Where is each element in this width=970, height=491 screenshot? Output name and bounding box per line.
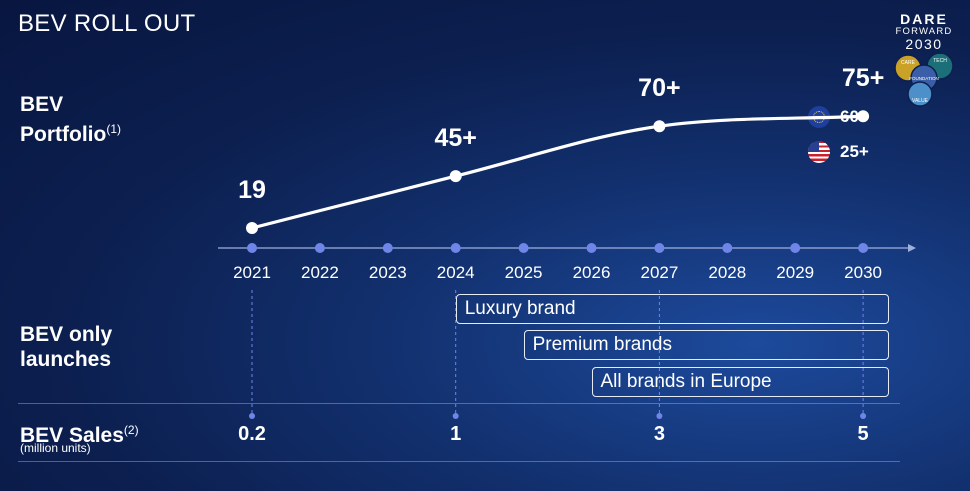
badge-tech: TECH — [933, 58, 947, 64]
sales-guide-dot — [249, 413, 255, 419]
x-tick-label: 2027 — [640, 263, 678, 282]
portfolio-series — [246, 110, 870, 234]
point-value-label: 45+ — [434, 124, 477, 153]
portfolio-line — [250, 114, 865, 230]
launches-label: BEV only launches — [20, 322, 112, 372]
x-tick-label: 2029 — [776, 263, 814, 282]
point-value-label: 75+ — [841, 64, 885, 93]
sales-divider-bottom — [18, 461, 900, 462]
legend-us: 25+ — [808, 141, 869, 163]
launch-bar: Luxury brand — [455, 294, 890, 324]
us-flag-icon — [808, 141, 830, 163]
portfolio-point — [653, 120, 666, 133]
sales-value-label: 5 — [857, 423, 869, 445]
axis-year-dot — [790, 243, 801, 253]
page-title: BEV ROLL OUT — [18, 10, 196, 37]
sales-label: BEV Sales(2) — [20, 418, 139, 448]
portfolio-label-line2: Portfolio — [20, 123, 107, 146]
sales-guide-dot — [860, 413, 867, 419]
timeline-axis: 2021 2022 2023 2024 2025 2026 2027 2028 2029 2030 — [218, 243, 916, 282]
sales-guide-dot — [656, 413, 663, 419]
axis-year-dot — [382, 243, 393, 253]
x-tick-label: 2025 — [505, 263, 543, 282]
portfolio-point — [246, 222, 258, 234]
launch-bar: All brands in Europe — [591, 367, 890, 397]
badge-care: CARE — [901, 60, 916, 66]
x-tick-label: 2026 — [573, 263, 611, 282]
sales-label-text: BEV Sales — [20, 424, 124, 447]
axis-year-dot — [654, 243, 665, 253]
sales-value-label: 3 — [653, 423, 665, 445]
legend-us-value: 25+ — [840, 142, 869, 161]
portfolio-point — [857, 110, 870, 123]
axis-year-dot — [518, 243, 529, 253]
point-value-label: 19 — [238, 176, 266, 204]
portfolio-label: BEV Portfolio(1) — [20, 92, 121, 147]
x-tick-label: 2021 — [233, 263, 271, 282]
logo-badges-icon: CARE TECH FOUNDATION VALUE — [894, 54, 954, 107]
axis-year-dot — [247, 243, 257, 253]
launch-bar: Premium brands — [523, 330, 890, 360]
portfolio-point — [449, 170, 462, 183]
logo-line-2: FORWARD — [895, 26, 953, 37]
logo-line-3: 2030 — [905, 36, 943, 52]
axis-year-dot — [722, 243, 733, 253]
axis-year-dot — [314, 243, 325, 253]
point-value-label: 70+ — [638, 74, 681, 103]
x-axis-arrow-icon — [908, 244, 916, 252]
launches-label-line2: launches — [20, 348, 112, 371]
badge-foundation: FOUNDATION — [909, 76, 938, 81]
axis-year-dot — [450, 243, 461, 253]
x-tick-label: 2022 — [301, 263, 339, 282]
x-tick-label: 2028 — [708, 263, 746, 282]
sales-guide-dot — [452, 413, 459, 419]
sales-value-label: 1 — [450, 423, 462, 445]
dare-forward-logo: DARE FORWARD 2030 CARE TECH FOUNDATION V… — [893, 12, 955, 108]
logo-line-1: DARE — [900, 11, 948, 27]
sales-footnote: (2) — [123, 423, 139, 437]
badge-value: VALUE — [912, 98, 929, 104]
axis-year-dot — [858, 243, 869, 253]
launches-label-line1: BEV only — [20, 323, 113, 346]
portfolio-footnote: (1) — [106, 122, 121, 136]
x-tick-label: 2024 — [437, 263, 475, 282]
x-tick-label: 2030 — [844, 263, 882, 282]
axis-year-dot — [586, 243, 597, 253]
x-tick-label: 2023 — [369, 263, 407, 282]
sales-value-label: 0.2 — [238, 423, 266, 445]
sales-unit-label: (million units) — [20, 441, 91, 455]
sales-divider-top — [18, 403, 900, 404]
portfolio-label-line1: BEV — [20, 93, 64, 116]
